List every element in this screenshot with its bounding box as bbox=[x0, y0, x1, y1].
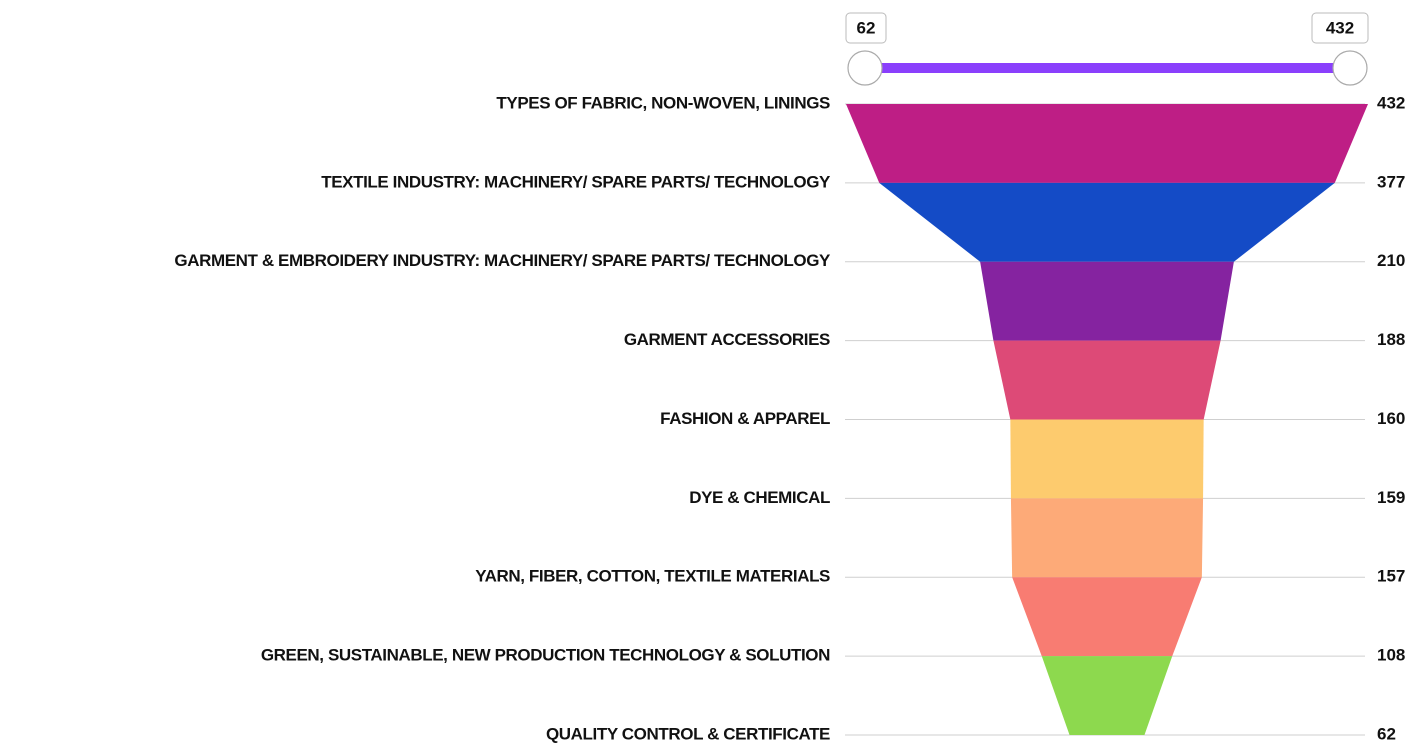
category-label: GARMENT & EMBROIDERY INDUSTRY: MACHINERY… bbox=[174, 251, 831, 270]
value-label: 432 bbox=[1377, 93, 1405, 112]
funnel-segment bbox=[1012, 577, 1202, 657]
value-label: 210 bbox=[1377, 251, 1405, 270]
category-label: QUALITY CONTROL & CERTIFICATE bbox=[546, 724, 830, 743]
slider-value-box bbox=[845, 12, 887, 44]
funnel-segment bbox=[1010, 498, 1204, 578]
slider-value-box bbox=[1311, 12, 1369, 44]
category-label: DYE & CHEMICAL bbox=[689, 488, 830, 507]
category-label: YARN, FIBER, COTTON, TEXTILE MATERIALS bbox=[475, 567, 830, 586]
category-label: TEXTILE INDUSTRY: MACHINERY/ SPARE PARTS… bbox=[321, 172, 831, 191]
value-label: 108 bbox=[1377, 646, 1405, 665]
value-label: 62 bbox=[1377, 724, 1396, 743]
slider-handle[interactable] bbox=[1332, 50, 1368, 86]
funnel-segment bbox=[980, 261, 1234, 341]
slider-value: 62 bbox=[857, 18, 876, 37]
funnel-segment bbox=[846, 104, 1368, 183]
slider-handle[interactable] bbox=[847, 50, 883, 86]
slider-value: 432 bbox=[1326, 18, 1354, 37]
funnel-segment bbox=[993, 340, 1221, 420]
value-label: 160 bbox=[1377, 409, 1405, 428]
value-label: 157 bbox=[1377, 567, 1405, 586]
value-label: 377 bbox=[1377, 172, 1405, 191]
funnel-segment bbox=[1041, 656, 1173, 735]
funnel-segment bbox=[1010, 419, 1204, 499]
category-label: GARMENT ACCESSORIES bbox=[624, 330, 830, 349]
category-label: TYPES OF FABRIC, NON-WOVEN, LININGS bbox=[496, 93, 830, 112]
funnel-segment bbox=[879, 182, 1335, 262]
category-label: GREEN, SUSTAINABLE, NEW PRODUCTION TECHN… bbox=[261, 646, 830, 665]
value-label: 188 bbox=[1377, 330, 1405, 349]
category-label: FASHION & APPAREL bbox=[660, 409, 830, 428]
value-label: 159 bbox=[1377, 488, 1405, 507]
